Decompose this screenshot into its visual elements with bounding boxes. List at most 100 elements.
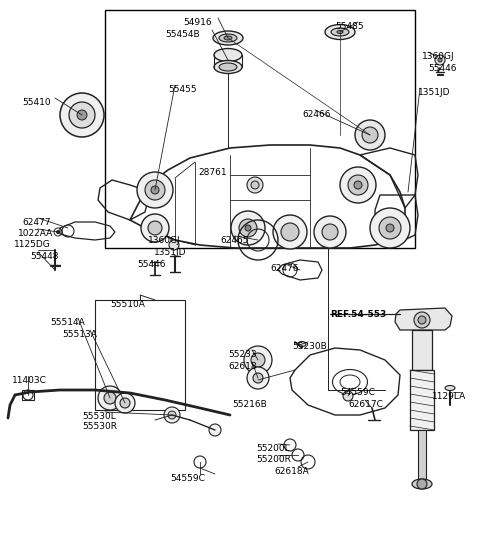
Text: 1125DG: 1125DG [14, 240, 51, 249]
Circle shape [418, 316, 426, 324]
Circle shape [247, 367, 269, 389]
Ellipse shape [224, 36, 232, 40]
Circle shape [231, 211, 265, 245]
Bar [412, 330, 432, 370]
Circle shape [247, 177, 263, 193]
Circle shape [137, 172, 173, 208]
Circle shape [379, 217, 401, 239]
Circle shape [417, 479, 427, 489]
Bar [22, 390, 34, 400]
Circle shape [169, 240, 179, 250]
Circle shape [77, 110, 87, 120]
Circle shape [273, 215, 307, 249]
Circle shape [148, 221, 162, 235]
Text: 55200L: 55200L [256, 444, 289, 453]
Circle shape [386, 224, 394, 232]
Circle shape [57, 230, 60, 233]
Ellipse shape [213, 31, 243, 45]
Text: 28761: 28761 [198, 168, 227, 177]
Circle shape [314, 216, 346, 248]
Circle shape [245, 225, 251, 231]
Ellipse shape [219, 63, 237, 71]
Text: 62466: 62466 [302, 110, 331, 119]
Text: 55233: 55233 [228, 350, 257, 359]
Circle shape [60, 93, 104, 137]
Circle shape [151, 186, 159, 194]
Text: 55230B: 55230B [292, 342, 327, 351]
Ellipse shape [337, 31, 343, 33]
Text: 55454B: 55454B [165, 30, 200, 39]
Ellipse shape [325, 25, 355, 39]
Text: 55216B: 55216B [232, 400, 267, 409]
Text: 62618: 62618 [228, 362, 257, 371]
Circle shape [115, 393, 135, 413]
Text: 1351JD: 1351JD [154, 248, 187, 257]
Circle shape [354, 181, 362, 189]
Circle shape [438, 58, 442, 62]
Circle shape [355, 120, 385, 150]
Circle shape [239, 219, 257, 237]
Bar [418, 430, 426, 480]
Text: 55446: 55446 [428, 64, 456, 73]
Ellipse shape [214, 60, 242, 74]
Circle shape [209, 424, 221, 436]
Circle shape [244, 346, 272, 374]
Circle shape [281, 223, 299, 241]
Text: 62618A: 62618A [274, 467, 309, 476]
Circle shape [348, 175, 368, 195]
Text: 55510A: 55510A [110, 300, 145, 309]
Text: 11403C: 11403C [12, 376, 47, 385]
Ellipse shape [412, 479, 432, 489]
Text: 55455: 55455 [168, 85, 197, 94]
Circle shape [435, 55, 445, 65]
Circle shape [343, 391, 353, 401]
Text: 62476: 62476 [270, 264, 299, 273]
Circle shape [414, 312, 430, 328]
Text: 55485: 55485 [335, 22, 364, 31]
Text: 1360GJ: 1360GJ [148, 236, 180, 245]
Ellipse shape [445, 386, 455, 391]
Circle shape [145, 180, 165, 200]
Circle shape [340, 167, 376, 203]
Circle shape [362, 127, 378, 143]
Text: REF.54-553: REF.54-553 [330, 310, 386, 319]
Text: 54559C: 54559C [340, 388, 375, 397]
Circle shape [370, 208, 410, 248]
Circle shape [98, 386, 122, 410]
Text: 62477: 62477 [22, 218, 50, 227]
Circle shape [69, 102, 95, 128]
Circle shape [168, 411, 176, 419]
Text: 55410: 55410 [22, 98, 50, 107]
Text: 55448: 55448 [30, 252, 59, 261]
Text: 55446: 55446 [137, 260, 166, 269]
Text: 55514A: 55514A [50, 318, 85, 327]
Circle shape [104, 392, 116, 404]
Text: 1351JD: 1351JD [418, 88, 451, 97]
Ellipse shape [331, 28, 349, 36]
Text: 1129LA: 1129LA [432, 392, 466, 401]
Circle shape [251, 353, 265, 367]
Polygon shape [395, 308, 452, 330]
Text: 62617C: 62617C [348, 400, 383, 409]
Bar [410, 370, 434, 430]
Text: 55530L: 55530L [82, 412, 116, 421]
Text: 1022AA: 1022AA [18, 229, 53, 238]
Circle shape [322, 224, 338, 240]
Text: 1360GJ: 1360GJ [422, 52, 455, 61]
Text: 54916: 54916 [183, 18, 212, 27]
Circle shape [120, 398, 130, 408]
Text: 55513A: 55513A [62, 330, 97, 339]
Text: 55200R: 55200R [256, 455, 291, 464]
Text: 54559C: 54559C [170, 474, 205, 483]
Ellipse shape [214, 48, 242, 61]
Circle shape [251, 181, 259, 189]
Text: 62465: 62465 [220, 236, 249, 245]
Bar [95, 300, 185, 410]
Ellipse shape [219, 34, 237, 42]
Bar [105, 10, 415, 248]
Circle shape [141, 214, 169, 242]
Circle shape [253, 373, 263, 383]
Ellipse shape [298, 342, 306, 346]
Circle shape [164, 407, 180, 423]
Text: 55530R: 55530R [82, 422, 117, 431]
